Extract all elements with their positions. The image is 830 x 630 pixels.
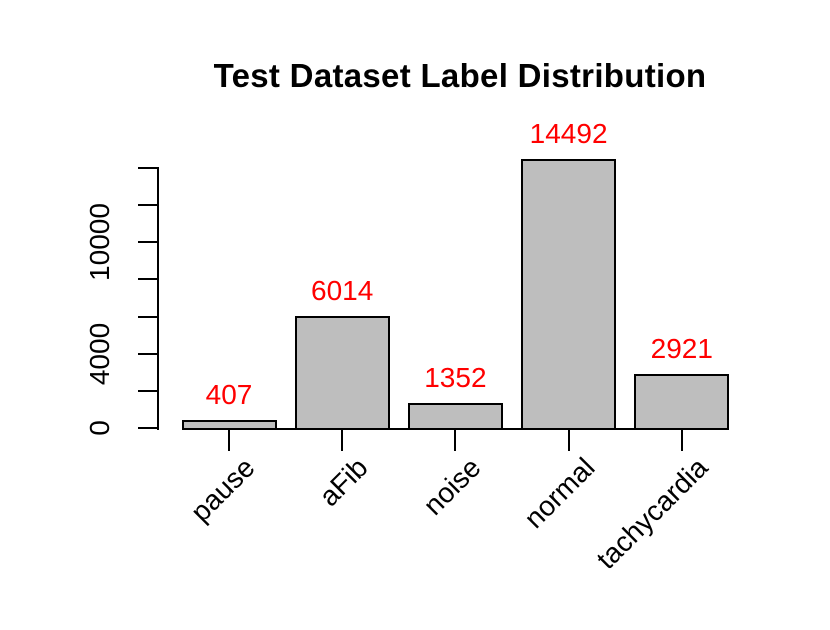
y-axis-tick [138, 278, 158, 281]
bar-value-label: 14492 [529, 117, 608, 149]
bar-tachycardia [634, 373, 730, 430]
y-axis-tick [138, 427, 158, 429]
y-tick-label: 4000 [84, 322, 115, 385]
y-axis-tick [138, 352, 158, 355]
y-axis-tick [138, 204, 158, 207]
chart-title: Test Dataset Label Distribution [213, 57, 707, 94]
bar-value-label: 407 [205, 379, 253, 411]
bar-value-label: 2921 [650, 332, 713, 364]
bar-pause [181, 420, 277, 430]
y-tick-label: 0 [84, 420, 115, 436]
y-axis-tick [138, 315, 158, 318]
bar-aFib [294, 316, 390, 430]
x-category-label: tachycardia [590, 451, 714, 575]
y-axis-tick [138, 167, 158, 170]
y-axis-line [157, 167, 159, 430]
bar-normal [521, 158, 617, 430]
x-axis-tick [567, 430, 570, 451]
x-axis-tick [454, 430, 457, 451]
y-axis-tick [138, 241, 158, 244]
y-tick-label: 10000 [84, 203, 115, 282]
bar-value-label: 6014 [311, 275, 374, 307]
bar-value-label: 1352 [424, 361, 487, 393]
bar-noise [407, 402, 503, 430]
x-axis-tick [680, 430, 683, 451]
x-axis-tick [341, 430, 344, 451]
y-axis-tick [138, 389, 158, 392]
x-axis-tick [228, 430, 230, 451]
